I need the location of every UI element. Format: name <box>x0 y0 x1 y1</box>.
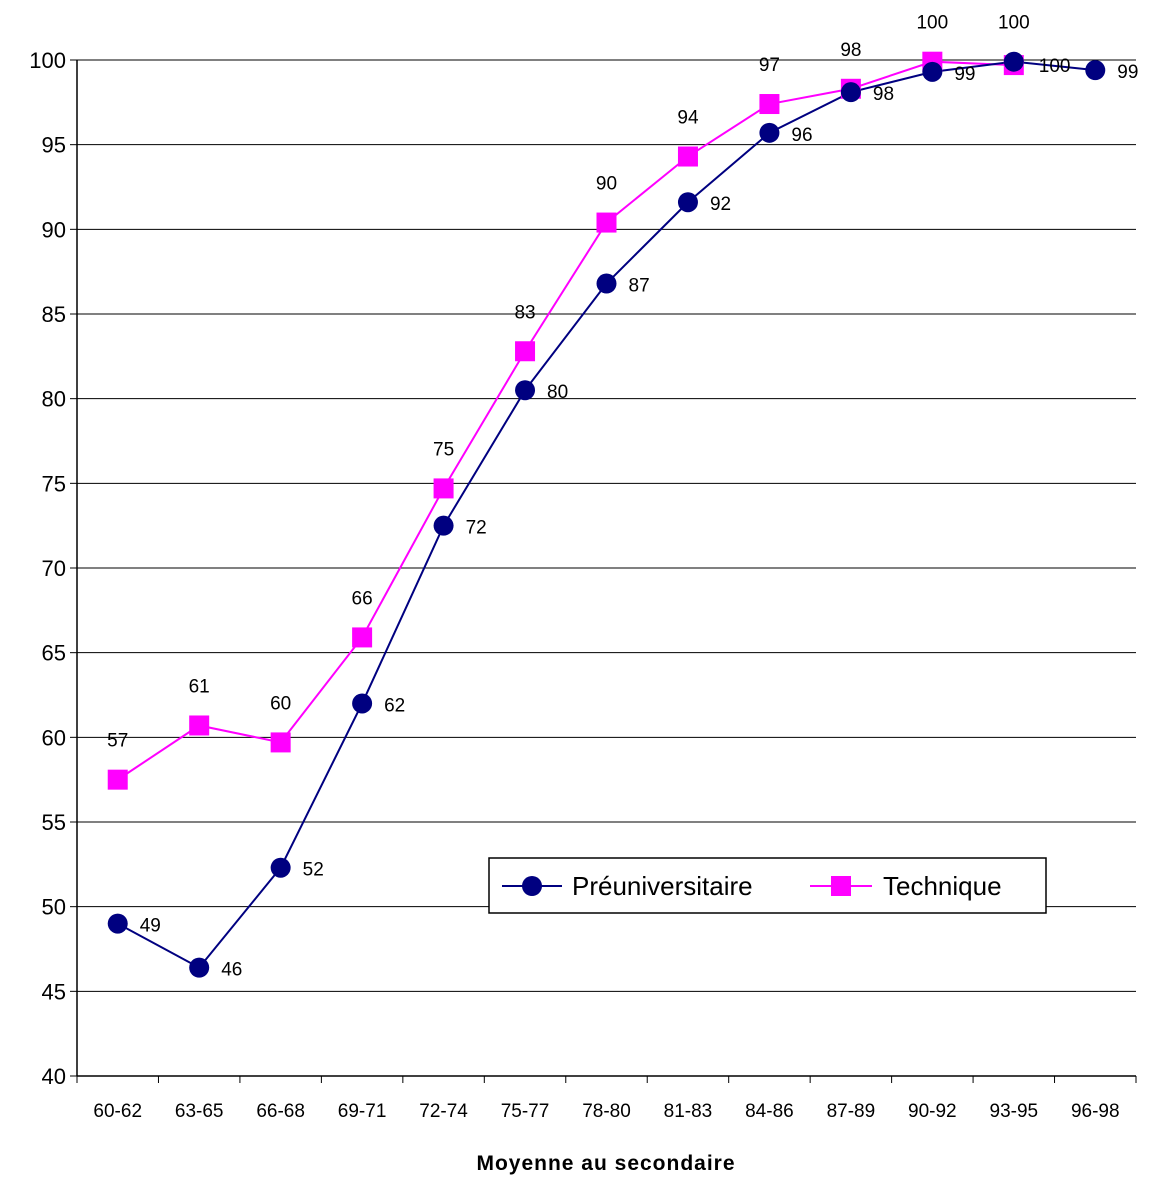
x-tick-label: 63-65 <box>175 1101 224 1122</box>
data-label-preuniversitaire: 96 <box>791 125 812 146</box>
data-point-preuniversitaire <box>270 857 291 878</box>
data-label-technique: 100 <box>916 13 948 34</box>
x-tick-label: 78-80 <box>582 1101 631 1122</box>
data-point-preuniversitaire <box>433 515 454 536</box>
data-point-preuniversitaire <box>515 380 536 401</box>
data-point-preuniversitaire <box>1003 51 1024 72</box>
data-labels: 49 46 52 62 72 80 87 92 96 98 99 100 99 57 61 60 66 75 83 9… <box>107 13 1138 981</box>
y-tick-label: 80 <box>42 387 66 412</box>
data-label-technique: 98 <box>840 40 861 61</box>
legend-marker-technique <box>831 876 851 896</box>
legend-marker-preuniversitaire <box>522 876 542 896</box>
x-tick-label: 90-92 <box>908 1101 957 1122</box>
legend: Préuniversitaire Technique <box>488 857 1047 914</box>
x-tick-label: 75-77 <box>501 1101 550 1122</box>
x-axis-ticks: 60-62 63-65 66-68 69-71 72-74 75-77 78-80 81-83… <box>76 1076 1137 1122</box>
data-point-preuniversitaire <box>840 82 861 103</box>
data-label-technique: 66 <box>352 588 373 609</box>
data-point-preuniversitaire <box>352 693 373 714</box>
data-point-preuniversitaire <box>922 61 943 82</box>
data-point-technique <box>270 732 291 753</box>
y-tick-label: 90 <box>42 217 66 242</box>
series-line-technique <box>117 60 1014 781</box>
data-point-technique <box>433 478 454 499</box>
data-label-technique: 90 <box>596 174 617 195</box>
data-point-preuniversitaire <box>1085 60 1106 81</box>
data-point-technique <box>189 715 210 736</box>
data-label-technique: 57 <box>107 731 128 752</box>
series-group <box>107 51 1106 978</box>
data-point-preuniversitaire <box>596 273 617 294</box>
data-point-technique <box>677 146 698 167</box>
legend-label-preuniversitaire: Préuniversitaire <box>572 871 753 901</box>
data-point-technique <box>596 212 617 233</box>
y-tick-label: 40 <box>42 1064 66 1089</box>
data-label-preuniversitaire: 52 <box>303 860 324 881</box>
x-tick-label: 66-68 <box>256 1101 305 1122</box>
x-tick-label: 72-74 <box>419 1101 468 1122</box>
y-tick-label: 45 <box>42 979 66 1004</box>
data-point-preuniversitaire <box>759 122 780 143</box>
data-label-technique: 75 <box>433 439 454 460</box>
x-tick-label: 96-98 <box>1071 1101 1120 1122</box>
data-label-technique: 94 <box>677 108 699 129</box>
data-label-preuniversitaire: 100 <box>998 13 1030 34</box>
data-label-preuniversitaire: 98 <box>873 84 894 105</box>
x-tick-label: 84-86 <box>745 1101 794 1122</box>
data-label-preuniversitaire: 92 <box>710 194 731 215</box>
data-label-technique: 83 <box>514 302 535 323</box>
legend-label-technique: Technique <box>883 871 1002 901</box>
y-tick-label: 85 <box>42 302 66 327</box>
data-label-preuniversitaire: 99 <box>1117 62 1138 83</box>
y-tick-label: 55 <box>42 810 66 835</box>
y-tick-label: 65 <box>42 641 66 666</box>
data-label-preuniversitaire: 80 <box>547 382 568 403</box>
y-tick-label: 100 <box>29 48 66 73</box>
data-label-preuniversitaire: 72 <box>466 518 487 539</box>
data-label-preuniversitaire: 62 <box>384 695 405 716</box>
x-tick-label: 69-71 <box>338 1101 387 1122</box>
x-tick-label: 81-83 <box>664 1101 713 1122</box>
data-label-preuniversitaire: 87 <box>629 276 650 297</box>
data-label-technique: 100 <box>1039 56 1071 77</box>
data-label-preuniversitaire: 46 <box>221 960 242 981</box>
data-point-preuniversitaire <box>107 913 128 934</box>
legend-box <box>488 857 1047 914</box>
data-label-technique: 60 <box>270 693 291 714</box>
data-label-technique: 97 <box>759 55 780 76</box>
y-tick-label: 60 <box>42 725 66 750</box>
y-tick-label: 70 <box>42 556 66 581</box>
x-tick-label: 87-89 <box>827 1101 876 1122</box>
data-label-preuniversitaire: 49 <box>140 916 161 937</box>
data-label-technique: 61 <box>189 676 210 697</box>
data-label-preuniversitaire: 99 <box>954 64 975 85</box>
x-tick-label: 60-62 <box>93 1101 142 1122</box>
data-point-technique <box>759 94 780 115</box>
data-point-technique <box>107 769 128 790</box>
y-tick-label: 95 <box>42 133 66 158</box>
data-point-preuniversitaire <box>189 957 210 978</box>
data-point-preuniversitaire <box>677 192 698 213</box>
data-point-technique <box>352 627 373 648</box>
x-tick-label: 93-95 <box>990 1101 1039 1122</box>
y-tick-label: 50 <box>42 895 66 920</box>
x-axis-title: Moyenne au secondaire <box>476 1152 735 1175</box>
y-tick-label: 75 <box>42 471 66 496</box>
data-point-technique <box>515 341 536 362</box>
y-axis-ticks: 40 45 50 55 60 65 70 75 80 85 90 95 100 <box>29 48 77 1089</box>
